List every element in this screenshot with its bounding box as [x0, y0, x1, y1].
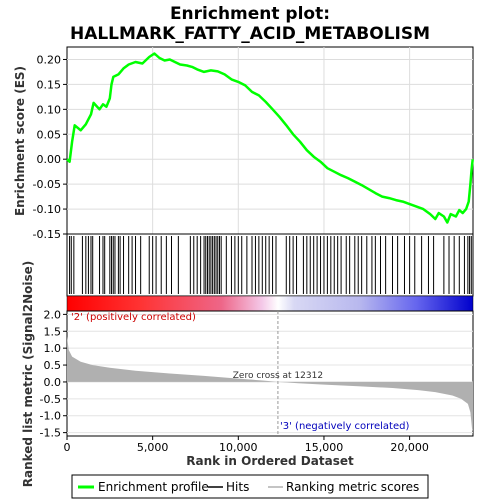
es-y-tick-label: 0.05: [37, 128, 62, 141]
chart-title: Enrichment plot:: [170, 4, 330, 24]
x-tick-label: 10,000: [219, 441, 258, 454]
metric-y-tick-label: -1.5: [40, 427, 61, 440]
es-y-tick-label: -0.05: [33, 178, 61, 191]
hits-marks: [69, 236, 472, 294]
x-tick-label: 5,000: [137, 441, 169, 454]
metric-y-axis-label: Ranked list metric (Signal2Noise): [21, 261, 35, 488]
metric-x-ticks: 0 5,000 10,000 15,000 20,000: [64, 436, 429, 454]
es-y-tick-label: -0.10: [33, 203, 61, 216]
negative-correlation-label: '3' (negatively correlated): [280, 421, 409, 432]
es-y-tick-label: 0.15: [37, 78, 62, 91]
es-y-tick-label: 0.20: [37, 53, 62, 66]
es-y-ticks: 0.20 0.15 0.10 0.05 0.00 -0.05 -0.10 -0.15: [33, 53, 67, 241]
ranking-metric-area: [67, 336, 473, 431]
x-tick-label: 0: [64, 441, 71, 454]
metric-y-tick-label: 1.0: [44, 342, 62, 355]
metric-y-tick-label: -0.5: [40, 393, 61, 406]
legend-enrichment-label: Enrichment profile: [98, 480, 209, 494]
hits-panel: [66, 233, 474, 297]
enrichment-profile-line: [66, 52, 474, 224]
zero-cross-label: Zero cross at 12312: [233, 371, 323, 381]
chart-subtitle: HALLMARK_FATTY_ACID_METABOLISM: [70, 24, 430, 44]
es-y-tick-label: 0.10: [37, 103, 62, 116]
metric-y-tick-label: 0.5: [44, 359, 62, 372]
x-axis-label: Rank in Ordered Dataset: [186, 454, 354, 468]
es-gridlines: [67, 47, 473, 235]
metric-y-tick-label: 2.0: [44, 308, 62, 321]
metric-y-tick-label: 1.5: [44, 325, 62, 338]
x-tick-label: 15,000: [305, 441, 344, 454]
es-y-axis-label: Enrichment score (ES): [13, 66, 27, 216]
legend-box: [71, 474, 429, 499]
rank-color-bar: [66, 295, 474, 312]
x-tick-label: 20,000: [390, 441, 429, 454]
legend-hits-label: Hits: [226, 480, 249, 494]
metric-y-ticks: 2.0 1.5 1.0 0.5 0.0 -0.5 -1.0 -1.5: [40, 308, 67, 440]
positive-correlation-label: '2' (positively correlated): [71, 312, 196, 323]
es-y-tick-label: -0.15: [33, 228, 61, 241]
legend-metric-label: Ranking metric scores: [286, 480, 419, 494]
metric-y-tick-label: 0.0: [44, 376, 62, 389]
metric-y-tick-label: -1.0: [40, 410, 61, 423]
es-y-tick-label: 0.00: [37, 153, 62, 166]
